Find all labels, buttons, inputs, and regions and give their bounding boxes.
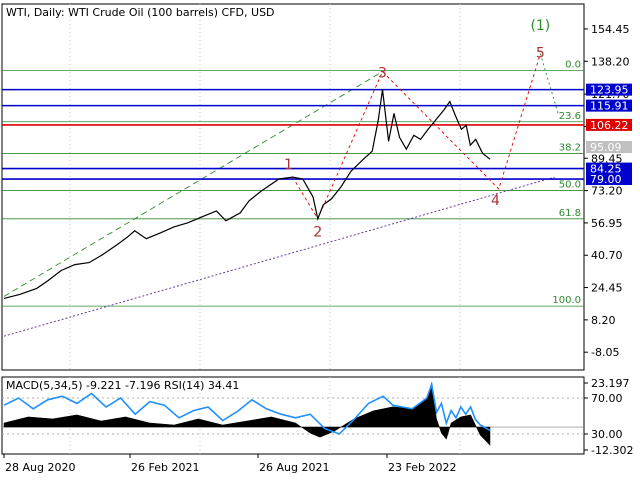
fib-level-label: 0.0 [565,60,581,71]
ind-tick-label: 30.00 [591,428,623,441]
wave-label: 2 [313,225,322,241]
trendline-2 [539,53,559,114]
y-tick-label: 138.20 [591,55,630,68]
trendline-1 [3,176,555,337]
level-tag: 84.25 [590,163,622,176]
current-price-tag-bg [586,141,632,154]
x-tick-label: 26 Aug 2021 [259,461,329,474]
price-panel-frame [1,3,585,371]
level-tag-bg [586,99,632,112]
y-tick-label: -8.05 [591,346,619,359]
y-tick-label: 56.95 [591,217,623,230]
y-tick-label: 40.70 [591,249,623,262]
trendline-0 [3,71,383,297]
price-plot-layer: 0.0 23.6 38.2 50.0 61.8 100.0 1 2 3 4 5 (1) [2,4,584,370]
x-tick-label: 28 Aug 2020 [5,461,75,474]
wave-label: 1 [284,157,293,173]
x-tick-label: 26 Feb 2021 [131,461,199,474]
wave-label: 4 [491,193,500,209]
wave-label: 3 [378,66,387,82]
current-price-tag: 95.09 [590,141,622,154]
macd-histogram [3,382,491,446]
x-tick-label: 23 Feb 2022 [388,461,456,474]
level-tag: 123.95 [590,84,629,97]
y-tick-label: 154.45 [591,23,630,36]
price-series-line [3,89,491,299]
y-tick-label: 8.20 [591,314,616,327]
fib-level-label: 100.0 [552,295,581,306]
level-tag: 115.91 [590,100,629,113]
level-tag: 106.22 [590,119,629,132]
level-tag-bg [586,83,632,96]
fib-level-label: 23.6 [559,111,581,122]
fib-level-label: 61.8 [559,208,581,219]
level-tag-bg [586,162,632,175]
fib-level-label: 50.0 [559,180,581,191]
wave-label: (1) [530,18,550,34]
fib-level-label: 38.2 [559,143,581,154]
ind-tick-label: -12.302 [591,444,633,457]
level-tag-bg [586,118,632,131]
level-tag: 79.00 [590,173,622,186]
y-tick-label: 73.20 [591,185,623,198]
wave-projection-path [292,53,541,220]
ind-tick-label: 23.197 [591,377,630,390]
level-tag-bg [586,173,632,186]
indicator-plot-layer [2,377,584,454]
y-tick-label: 89.45 [591,152,623,165]
indicator-header: MACD(5,34,5) -9.221 -7.196 RSI(14) 34.41 [6,379,239,392]
wave-label: 5 [536,46,545,62]
y-tick-label: 24.45 [591,282,623,295]
chart-title: WTI, Daily: WTI Crude Oil (100 barrels) … [6,6,275,19]
ind-tick-label: 70.00 [591,392,623,405]
axis-labels-layer: 154.45138.20121.70105.4589.4573.2056.954… [3,23,633,474]
rsi-line [3,381,491,435]
